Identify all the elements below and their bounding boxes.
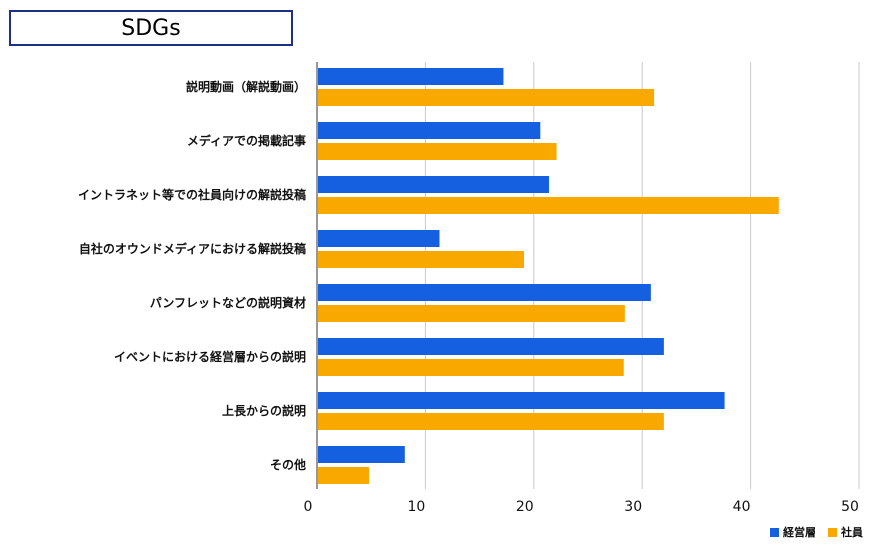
bar-executives	[318, 176, 549, 193]
x-tick-label: 10	[407, 499, 425, 515]
category-label: 自社のオウンドメディアにおける解説投稿	[79, 241, 306, 256]
category-label: 上長からの説明	[222, 403, 306, 418]
category-label: パンフレットなどの説明資材	[150, 295, 306, 310]
x-tick-label: 40	[733, 499, 751, 515]
category-label: イントラネット等での社員向けの解説投稿	[78, 187, 306, 202]
category-label: メディアでの掲載記事	[187, 133, 306, 148]
bar-executives	[318, 68, 504, 85]
bar-executives	[318, 446, 405, 463]
bar-employees	[318, 251, 525, 268]
legend-item-executives: 経営層	[770, 524, 816, 540]
legend-label-executives: 経営層	[783, 526, 816, 539]
x-tick-label: 30	[624, 499, 642, 515]
category-label: その他	[270, 457, 306, 472]
category-label: 説明動画（解説動画）	[186, 79, 306, 94]
bar-executives	[318, 392, 725, 409]
legend-swatch-executives	[770, 527, 779, 537]
x-tick-label: 50	[841, 499, 859, 515]
x-tick-label: 20	[516, 499, 534, 515]
chart-title: SDGs	[9, 10, 293, 46]
bar-employees	[318, 305, 625, 322]
bar-executives	[318, 230, 440, 247]
bar-employees	[318, 359, 624, 376]
bar-employees	[318, 143, 557, 160]
bar-executives	[318, 284, 651, 301]
bar-employees	[318, 197, 779, 214]
legend-swatch-employees	[828, 527, 837, 537]
bar-executives	[318, 122, 541, 139]
bar-executives	[318, 338, 664, 355]
legend: 経営層 社員	[770, 524, 863, 540]
category-label: イベントにおける経営層からの説明	[114, 349, 306, 364]
bar-employees	[318, 89, 655, 106]
bar-employees	[318, 413, 664, 430]
legend-item-employees: 社員	[828, 524, 863, 540]
bar-employees	[318, 467, 370, 484]
legend-label-employees: 社員	[841, 526, 863, 539]
x-tick-label: 0	[304, 499, 313, 515]
